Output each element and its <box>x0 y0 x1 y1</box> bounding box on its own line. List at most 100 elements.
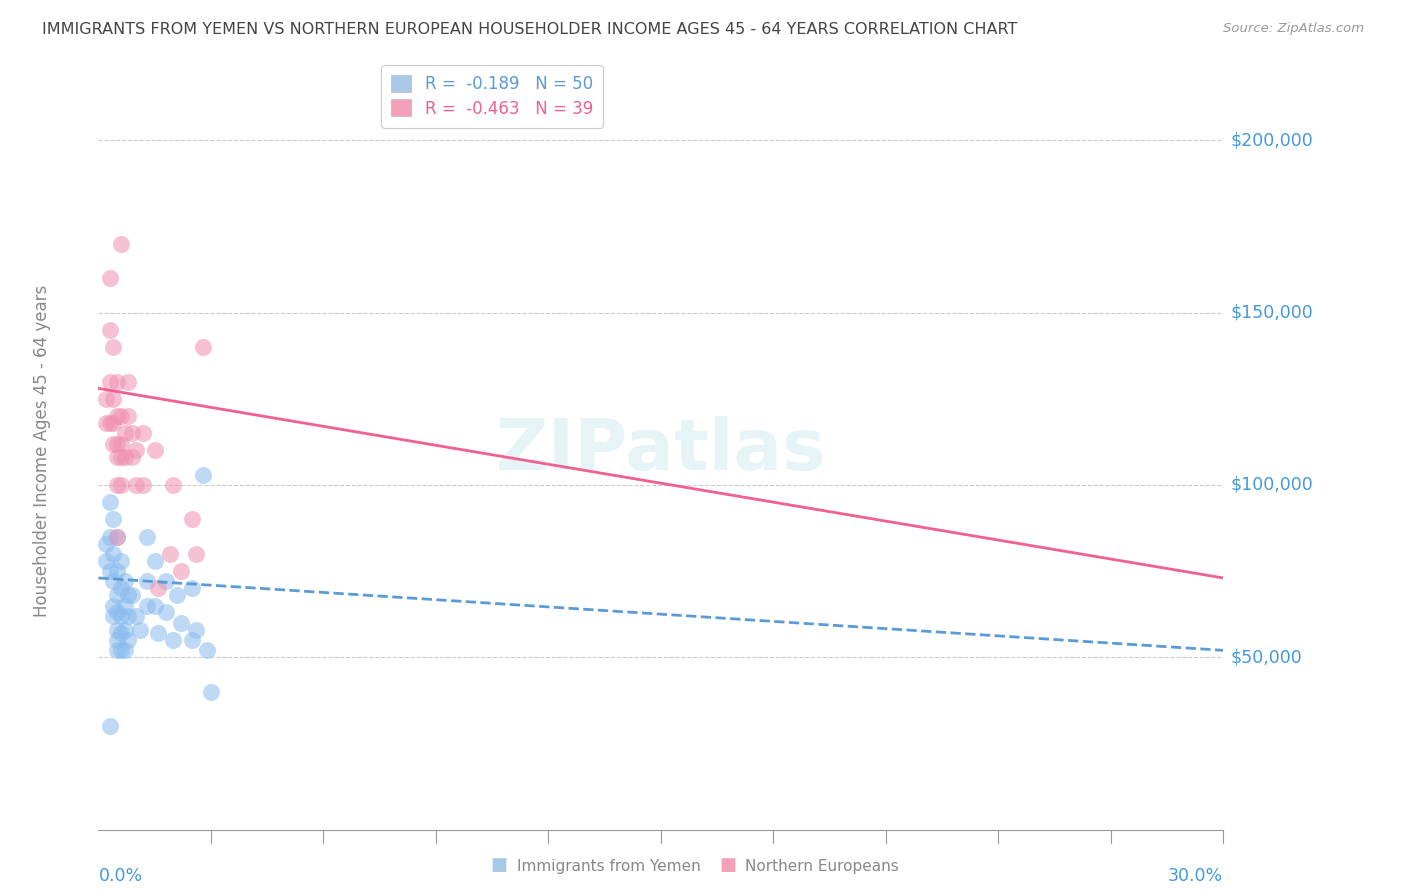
Point <box>136 574 159 589</box>
Text: 0.0%: 0.0% <box>98 867 142 886</box>
Text: $50,000: $50,000 <box>1230 648 1302 666</box>
Point <box>117 608 139 623</box>
Point <box>98 564 121 578</box>
Point <box>114 426 136 441</box>
Point <box>103 512 125 526</box>
Point <box>181 633 204 648</box>
Point <box>105 478 128 492</box>
Point <box>170 564 193 578</box>
Point <box>121 426 143 441</box>
Point <box>103 608 125 623</box>
Point <box>103 599 125 613</box>
Point <box>98 375 121 389</box>
Point <box>170 615 193 630</box>
Point <box>136 599 159 613</box>
Point <box>114 623 136 637</box>
Point <box>128 623 150 637</box>
Text: Householder Income Ages 45 - 64 years: Householder Income Ages 45 - 64 years <box>34 285 51 616</box>
Point <box>121 450 143 465</box>
Point <box>98 323 121 337</box>
Text: IMMIGRANTS FROM YEMEN VS NORTHERN EUROPEAN HOUSEHOLDER INCOME AGES 45 - 64 YEARS: IMMIGRANTS FROM YEMEN VS NORTHERN EUROPE… <box>42 22 1018 37</box>
Point <box>193 340 215 354</box>
Point <box>98 416 121 430</box>
Point <box>110 626 132 640</box>
Point <box>105 588 128 602</box>
Point <box>105 409 128 423</box>
Point <box>193 467 215 482</box>
Point <box>148 626 170 640</box>
Point <box>110 478 132 492</box>
Text: $100,000: $100,000 <box>1230 476 1313 494</box>
Point <box>94 416 117 430</box>
Point <box>184 623 207 637</box>
Text: ■: ■ <box>491 856 508 874</box>
Point <box>98 271 121 285</box>
Point <box>110 554 132 568</box>
Point <box>117 588 139 602</box>
Text: ■: ■ <box>720 856 737 874</box>
Point <box>105 564 128 578</box>
Point <box>114 599 136 613</box>
Point <box>143 599 166 613</box>
Text: 30.0%: 30.0% <box>1168 867 1223 886</box>
Point <box>181 582 204 596</box>
Point <box>166 588 188 602</box>
Point <box>125 478 148 492</box>
Point <box>114 574 136 589</box>
Point <box>94 392 117 406</box>
Point <box>98 495 121 509</box>
Point <box>103 416 125 430</box>
Point <box>117 633 139 648</box>
Point <box>184 547 207 561</box>
Text: $150,000: $150,000 <box>1230 303 1313 322</box>
Point <box>103 392 125 406</box>
Point <box>117 409 139 423</box>
Point <box>136 530 159 544</box>
Point <box>159 547 181 561</box>
Point <box>105 623 128 637</box>
Point <box>105 643 128 657</box>
Text: Immigrants from Yemen: Immigrants from Yemen <box>517 859 702 874</box>
Point <box>105 530 128 544</box>
Text: Source: ZipAtlas.com: Source: ZipAtlas.com <box>1223 22 1364 36</box>
Point <box>110 643 132 657</box>
Point <box>105 530 128 544</box>
Point <box>94 554 117 568</box>
Point <box>143 443 166 458</box>
Point <box>103 547 125 561</box>
Point <box>105 450 128 465</box>
Point <box>148 582 170 596</box>
Point <box>114 450 136 465</box>
Point <box>110 236 132 251</box>
Point <box>200 684 222 698</box>
Point <box>105 375 128 389</box>
Point <box>132 478 155 492</box>
Point <box>98 719 121 733</box>
Legend: R =  -0.189   N = 50, R =  -0.463   N = 39: R = -0.189 N = 50, R = -0.463 N = 39 <box>381 64 603 128</box>
Point <box>105 606 128 620</box>
Text: ZIPatlas: ZIPatlas <box>496 416 825 485</box>
Point <box>98 530 121 544</box>
Point <box>143 554 166 568</box>
Text: Northern Europeans: Northern Europeans <box>745 859 898 874</box>
Point <box>110 608 132 623</box>
Point <box>114 643 136 657</box>
Point <box>132 426 155 441</box>
Point <box>110 436 132 450</box>
Point <box>117 375 139 389</box>
Point <box>162 633 184 648</box>
Point <box>103 340 125 354</box>
Point <box>94 536 117 550</box>
Point <box>103 574 125 589</box>
Point <box>125 608 148 623</box>
Point <box>110 450 132 465</box>
Point <box>181 512 204 526</box>
Point <box>155 574 177 589</box>
Point <box>103 436 125 450</box>
Point <box>105 436 128 450</box>
Text: $200,000: $200,000 <box>1230 131 1313 149</box>
Point <box>110 409 132 423</box>
Point <box>195 643 218 657</box>
Point <box>110 582 132 596</box>
Point <box>155 606 177 620</box>
